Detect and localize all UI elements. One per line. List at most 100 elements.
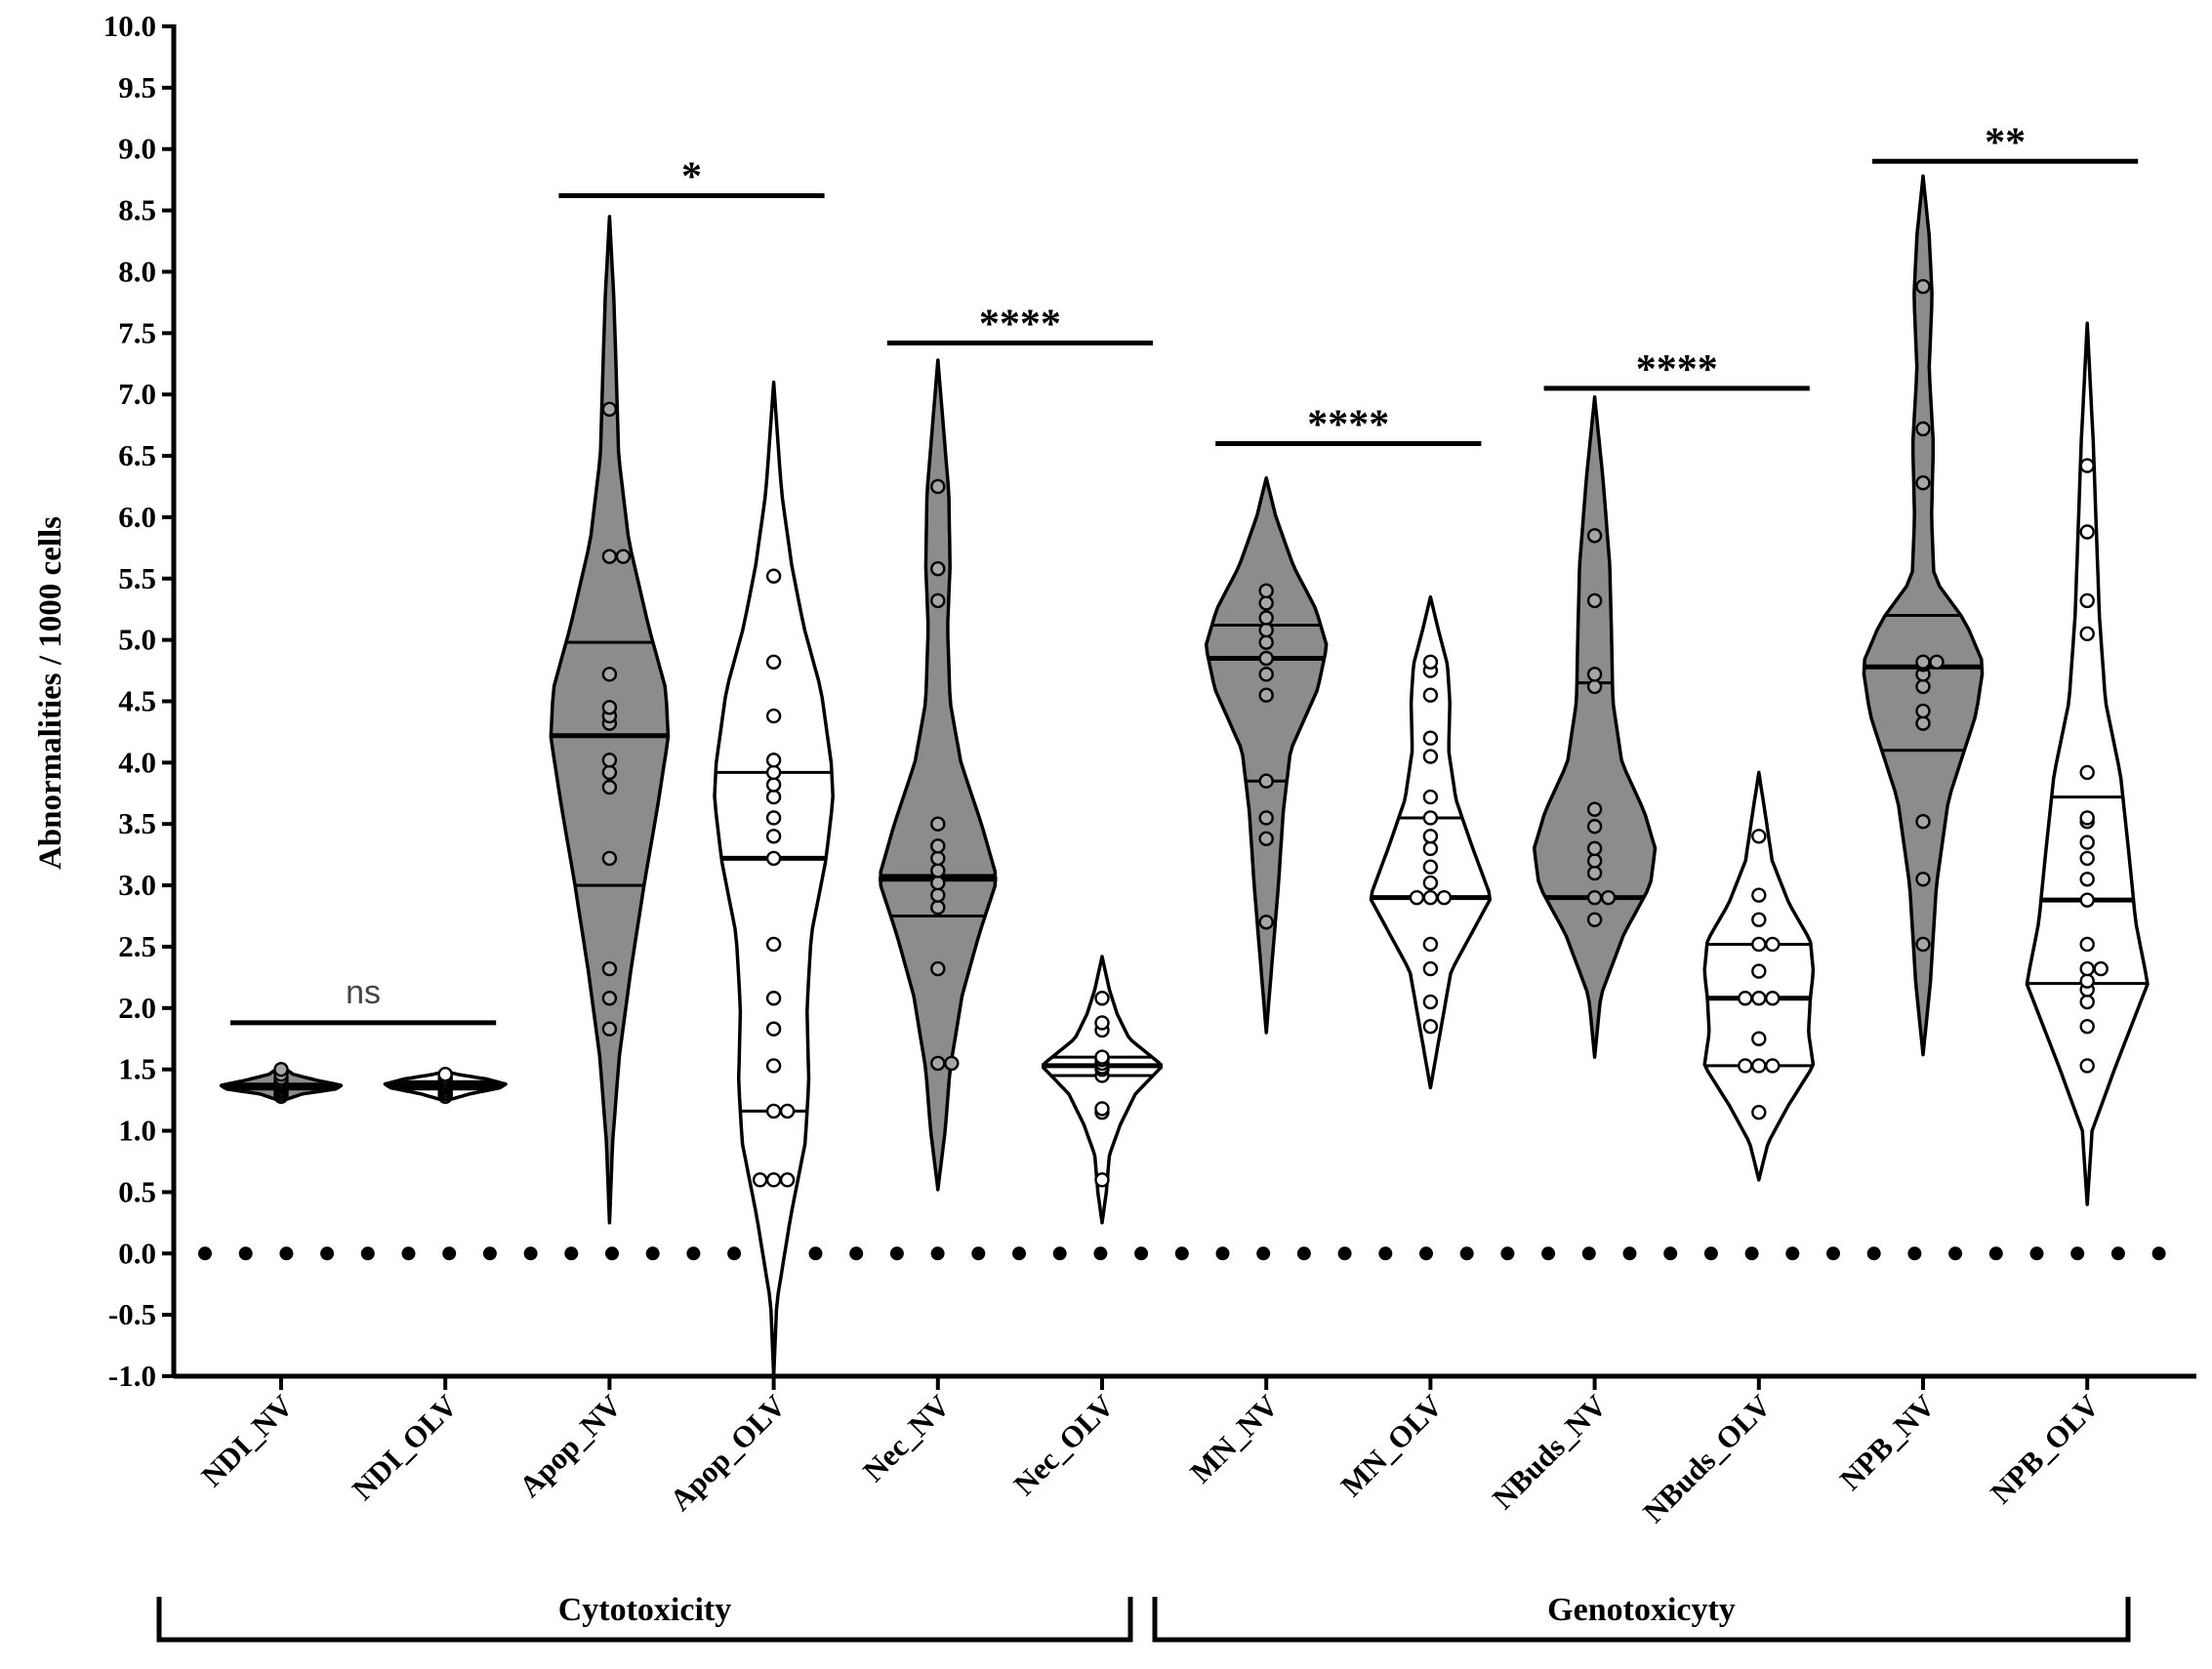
category-label: MN_NV <box>1183 1388 1285 1489</box>
y-tick-label: -1.0 <box>108 1359 156 1393</box>
data-point <box>930 900 946 916</box>
y-tick-label: 1.5 <box>118 1052 156 1086</box>
data-point <box>1258 687 1274 703</box>
group-bracket <box>1152 1597 2131 1643</box>
y-tick-label: 10.0 <box>103 9 156 43</box>
data-point <box>601 779 618 795</box>
data-point <box>930 592 946 609</box>
data-point <box>601 401 618 417</box>
data-point <box>1422 859 1439 875</box>
violin-NDI_NV <box>219 1061 344 1105</box>
data-point <box>2079 936 2095 953</box>
data-point <box>1751 1031 1767 1046</box>
y-tick-label: 6.0 <box>118 500 156 534</box>
data-point <box>2079 458 2095 473</box>
category-label: Nec_OLV <box>1006 1388 1121 1502</box>
y-tick-label: -0.5 <box>108 1297 156 1331</box>
data-point <box>273 1061 289 1078</box>
data-point <box>2079 892 2095 908</box>
data-point <box>1094 1049 1110 1065</box>
data-point <box>1915 872 1931 887</box>
data-point <box>2079 960 2095 977</box>
significance-label: ** <box>1985 120 2026 165</box>
data-point <box>437 1067 453 1082</box>
y-tick-label: 9.5 <box>118 70 156 104</box>
data-point <box>601 991 618 1006</box>
data-point <box>1765 1058 1781 1074</box>
data-point <box>1751 1058 1767 1074</box>
category-label: NBuds_OLV <box>1636 1388 1778 1529</box>
significance-label: ns <box>346 974 381 1011</box>
y-tick-label: 7.0 <box>118 377 156 411</box>
data-point <box>1929 654 1945 670</box>
data-point <box>601 1021 618 1037</box>
violin-Nec_NV <box>879 358 998 1192</box>
data-point <box>2079 850 2095 867</box>
group-bracket <box>156 1597 1133 1643</box>
category-label: MN_OLV <box>1334 1388 1450 1503</box>
data-point <box>930 561 946 577</box>
data-point <box>1738 991 1753 1006</box>
data-point <box>601 700 618 715</box>
data-point <box>1915 678 1931 695</box>
data-point <box>1586 801 1603 817</box>
data-point <box>1915 278 1931 295</box>
data-point <box>1422 730 1439 746</box>
violin-body <box>713 380 835 1378</box>
data-point <box>1586 889 1603 906</box>
data-point <box>1751 963 1767 979</box>
data-point <box>1586 853 1603 869</box>
category-label: NPB_OLV <box>1984 1388 2106 1510</box>
data-point <box>2079 764 2095 781</box>
data-point <box>1586 819 1603 834</box>
data-point <box>1436 889 1453 906</box>
violin-NBuds_NV <box>1532 394 1658 1059</box>
data-point <box>1258 667 1274 682</box>
data-point <box>601 850 618 867</box>
y-axis-title: Abnormalities / 1000 cells <box>33 516 68 870</box>
violin-MN_OLV <box>1369 594 1493 1090</box>
data-point <box>765 568 782 584</box>
data-point <box>1422 960 1439 977</box>
violins <box>219 174 2150 1378</box>
violin-body <box>879 358 998 1192</box>
data-point <box>2079 973 2095 989</box>
y-tick-label: 2.5 <box>118 929 156 963</box>
data-point <box>1258 595 1274 611</box>
data-point <box>2079 810 2095 826</box>
category-label: Apop_OLV <box>663 1388 793 1518</box>
data-point <box>2079 994 2095 1010</box>
data-point <box>601 549 618 564</box>
data-point <box>1258 583 1274 599</box>
violin-body <box>1204 475 1329 1035</box>
data-point <box>765 777 782 793</box>
data-point <box>1751 991 1767 1006</box>
data-point <box>1915 475 1931 491</box>
data-point <box>1258 634 1274 650</box>
data-point <box>930 887 946 903</box>
data-point <box>615 549 632 564</box>
data-point <box>1422 789 1439 805</box>
data-point <box>765 1172 782 1188</box>
y-tick-label: 3.0 <box>118 868 156 902</box>
data-point <box>1751 912 1767 927</box>
significance-**: ** <box>1872 120 2139 165</box>
data-point <box>930 1055 946 1072</box>
data-point <box>765 753 782 768</box>
data-point <box>1915 715 1931 731</box>
data-point <box>765 1058 782 1074</box>
significance-label: **** <box>1636 347 1718 392</box>
significance-label: * <box>681 155 702 200</box>
significance-ns: ns <box>230 974 497 1026</box>
significance-****: **** <box>886 302 1153 346</box>
data-point <box>765 654 782 670</box>
data-point <box>601 667 618 682</box>
data-point <box>1258 831 1274 847</box>
data-point <box>1586 912 1603 927</box>
data-point <box>1422 889 1439 906</box>
data-point <box>601 960 618 977</box>
significance-label: **** <box>1307 402 1389 447</box>
group-brackets: Cytotoxicity Genotoxicyty <box>156 1592 2131 1643</box>
data-point <box>765 1103 782 1119</box>
category-label: Nec_NV <box>856 1388 957 1488</box>
